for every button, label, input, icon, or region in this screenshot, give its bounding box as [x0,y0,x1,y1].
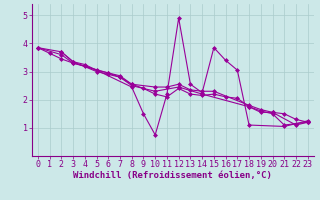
X-axis label: Windchill (Refroidissement éolien,°C): Windchill (Refroidissement éolien,°C) [73,171,272,180]
